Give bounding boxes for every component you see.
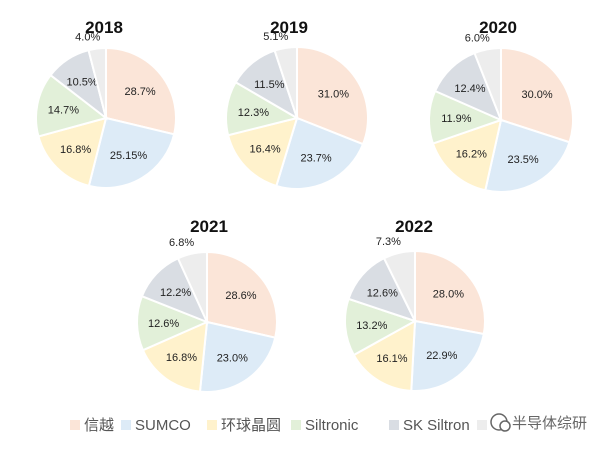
slice-label: 12.4%	[454, 83, 485, 95]
watermark-text: 半导体综研	[512, 415, 587, 432]
chat-bubble-icon	[490, 413, 511, 432]
legend-label: SK Siltron	[403, 417, 470, 434]
slice-label: 16.8%	[166, 352, 197, 364]
slice-label: 4.0%	[75, 32, 100, 44]
pie-slice	[206, 250, 278, 339]
slice-label: 11.5%	[254, 79, 285, 91]
legend-item: 信越	[70, 417, 114, 434]
pie-slice	[176, 250, 208, 323]
pie-slice	[105, 46, 177, 136]
slice-label: 23.5%	[507, 154, 538, 166]
legend-label: Siltronic	[305, 417, 359, 434]
legend-swatch	[477, 420, 487, 430]
pie-slice	[141, 320, 209, 393]
pie-chart-2018: 2018 28.7% 25.15% 16.8% 14.7% 10.5% 4.0%	[35, 18, 177, 189]
pie-slice	[35, 73, 109, 138]
pie-slice	[352, 319, 417, 392]
pie-slice	[500, 46, 574, 144]
slice-label: 5.1%	[263, 31, 288, 43]
slice-label: 10.5%	[66, 77, 97, 89]
slice-label: 16.1%	[376, 353, 407, 365]
pie-chart-2022: 2022 28.0% 22.9% 16.1% 13.2% 12.6% 7.3%	[344, 217, 486, 392]
slice-label: 13.2%	[356, 320, 387, 332]
legend-swatch	[291, 420, 301, 430]
pie-slice	[484, 118, 571, 193]
pie-slice	[344, 297, 418, 357]
pie-slice	[414, 249, 486, 336]
slice-label: 28.0%	[433, 288, 464, 300]
slice-label: 28.7%	[124, 86, 155, 98]
legend-item: Siltronic	[291, 417, 359, 434]
slice-label: 23.7%	[300, 153, 331, 165]
legend-item: SUMCO	[121, 417, 191, 434]
pie-chart-2020: 2020 30.0% 23.5% 16.2% 11.9% 12.4% 6.0%	[428, 18, 574, 193]
slice-label: 25.15%	[110, 150, 148, 162]
chart-title: 2019	[270, 18, 308, 37]
slice-label: 12.3%	[238, 107, 269, 119]
legend-item	[477, 420, 487, 430]
pie-chart-2021: 2021 28.6% 23.0% 16.8% 12.6% 12.2% 6.8%	[136, 217, 278, 394]
pie-slice	[87, 46, 107, 119]
legend: 信越 SUMCO 环球晶圆 Siltronic SK Siltron	[70, 417, 487, 434]
legend-swatch	[389, 420, 399, 430]
legend-swatch	[121, 420, 131, 430]
slice-label: 11.9%	[441, 113, 472, 125]
pie-chart-2019: 2019 31.0% 23.7% 16.4% 12.3% 11.5% 5.1%	[225, 18, 369, 190]
pie-slice	[296, 45, 369, 146]
pie-slice	[410, 319, 485, 392]
chart-title: 2018	[85, 18, 123, 37]
slice-label: 30.0%	[521, 89, 552, 101]
chart-title: 2022	[395, 217, 433, 236]
chart-title: 2021	[190, 217, 228, 236]
legend-label: 信越	[84, 417, 114, 434]
pie-slice	[198, 320, 277, 394]
slice-label: 12.2%	[160, 287, 191, 299]
slice-label: 6.8%	[169, 237, 194, 249]
legend-swatch	[207, 420, 217, 430]
chart-title: 2020	[479, 18, 517, 37]
pie-slice	[431, 118, 503, 192]
slice-label: 7.3%	[376, 236, 401, 248]
slice-label: 14.7%	[48, 105, 79, 117]
legend-label: 环球晶圆	[221, 417, 281, 434]
legend-item: SK Siltron	[389, 417, 470, 434]
pie-slice	[382, 249, 416, 322]
slice-label: 16.2%	[456, 148, 487, 160]
legend-label: SUMCO	[135, 417, 191, 434]
pie-slice	[37, 116, 108, 188]
slice-label: 12.6%	[148, 318, 179, 330]
legend-item: 环球晶圆	[207, 417, 281, 434]
slice-label: 16.8%	[60, 144, 91, 156]
pie-slice	[226, 116, 299, 188]
slice-label: 12.6%	[367, 288, 398, 300]
legend-swatch	[70, 420, 80, 430]
slice-label: 16.4%	[249, 143, 280, 155]
pie-slice	[273, 45, 298, 119]
pie-slice	[87, 116, 176, 189]
slice-label: 31.0%	[318, 88, 349, 100]
slice-label: 6.0%	[465, 33, 490, 45]
slice-label: 28.6%	[225, 290, 256, 302]
pie-slice	[473, 46, 502, 121]
pie-slice	[275, 116, 365, 190]
slice-label: 23.0%	[217, 352, 248, 364]
bubble-outline	[499, 420, 511, 432]
slice-label: 22.9%	[426, 350, 457, 362]
watermark: 半导体综研	[490, 413, 587, 432]
